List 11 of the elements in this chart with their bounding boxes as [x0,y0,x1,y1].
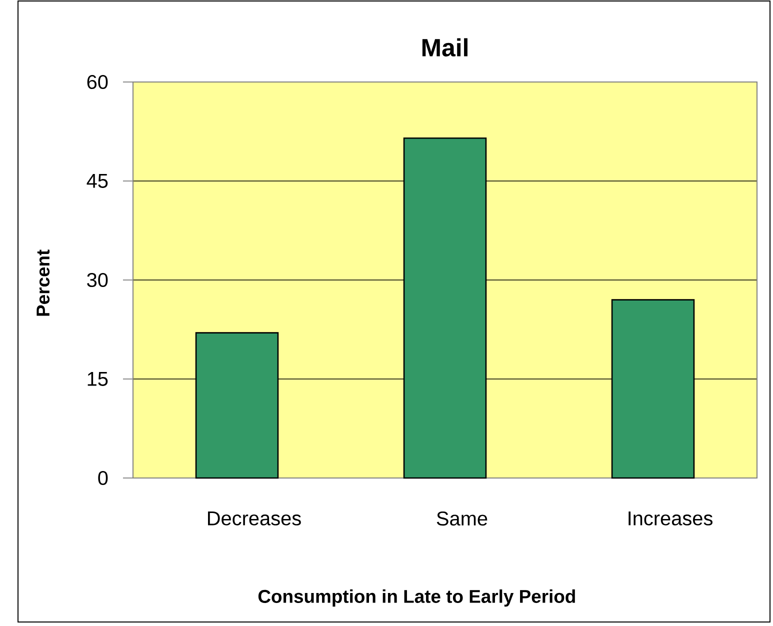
y-axis-title: Percent [36,250,50,316]
y-tick-label: 30 [87,272,108,288]
x-tick-label: Increases [628,512,712,526]
y-tick-label: 60 [87,74,108,90]
x-axis-title: Consumption in Late to Early Period [258,589,575,607]
chart-title: Mail [422,38,468,57]
y-tick-label: 45 [86,174,108,188]
x-tick-label: Decreases [208,512,301,526]
y-tick-label: 15 [88,372,108,386]
x-tick-label: Same [436,512,488,526]
y-tick-label: 0 [98,470,108,486]
